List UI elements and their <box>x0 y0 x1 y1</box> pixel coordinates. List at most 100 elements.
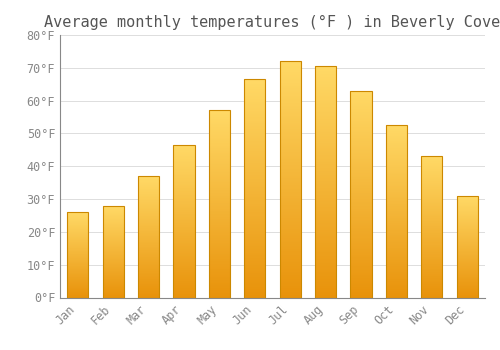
Bar <box>350 99 372 100</box>
Bar <box>280 177 301 178</box>
Bar <box>138 281 159 282</box>
Bar <box>456 200 478 201</box>
Bar <box>67 270 88 271</box>
Bar <box>350 215 372 216</box>
Bar <box>280 170 301 171</box>
Bar <box>421 198 442 199</box>
Bar <box>350 274 372 275</box>
Bar <box>209 273 230 274</box>
Bar <box>421 227 442 228</box>
Bar <box>209 243 230 244</box>
Bar <box>456 227 478 228</box>
Bar <box>315 103 336 104</box>
Bar <box>350 279 372 280</box>
Bar <box>315 92 336 93</box>
Bar <box>209 230 230 231</box>
Bar <box>421 156 442 157</box>
Bar <box>315 124 336 125</box>
Bar <box>138 289 159 290</box>
Bar <box>138 217 159 218</box>
Bar <box>386 183 407 184</box>
Bar <box>350 287 372 288</box>
Bar <box>138 297 159 298</box>
Bar <box>280 100 301 102</box>
Bar <box>244 192 266 193</box>
Bar <box>102 241 124 242</box>
Bar <box>280 206 301 208</box>
Bar <box>386 229 407 230</box>
Bar <box>456 276 478 277</box>
Bar <box>138 284 159 285</box>
Bar <box>386 135 407 137</box>
Bar <box>280 73 301 74</box>
Bar <box>386 290 407 292</box>
Bar <box>174 285 195 286</box>
Bar <box>350 139 372 140</box>
Bar <box>350 169 372 170</box>
Bar <box>386 271 407 272</box>
Bar <box>138 248 159 249</box>
Bar <box>244 131 266 132</box>
Bar <box>209 254 230 256</box>
Bar <box>67 280 88 281</box>
Bar <box>280 287 301 288</box>
Bar <box>244 222 266 223</box>
Bar <box>174 165 195 166</box>
Bar <box>386 200 407 201</box>
Bar <box>138 283 159 284</box>
Bar <box>138 190 159 191</box>
Bar <box>386 281 407 282</box>
Bar <box>280 254 301 255</box>
Bar <box>456 290 478 291</box>
Bar <box>102 226 124 227</box>
Bar <box>138 188 159 189</box>
Bar <box>315 242 336 243</box>
Bar <box>244 241 266 242</box>
Bar <box>67 293 88 294</box>
Bar <box>244 234 266 235</box>
Bar <box>386 153 407 154</box>
Bar <box>386 221 407 222</box>
Bar <box>67 231 88 232</box>
Bar <box>280 219 301 221</box>
Bar <box>421 293 442 294</box>
Bar <box>174 296 195 297</box>
Bar <box>280 120 301 121</box>
Bar <box>315 90 336 92</box>
Bar <box>244 220 266 221</box>
Bar <box>315 200 336 202</box>
Bar <box>280 139 301 140</box>
Bar <box>386 254 407 255</box>
Bar <box>280 272 301 273</box>
Bar <box>421 194 442 195</box>
Bar <box>315 135 336 137</box>
Bar <box>421 234 442 235</box>
Bar <box>67 289 88 290</box>
Bar <box>209 209 230 210</box>
Bar <box>174 224 195 225</box>
Bar <box>280 236 301 237</box>
Bar <box>315 102 336 103</box>
Bar <box>280 292 301 293</box>
Bar <box>456 258 478 259</box>
Bar <box>421 214 442 215</box>
Bar <box>138 239 159 240</box>
Bar <box>244 148 266 149</box>
Bar <box>456 196 478 298</box>
Bar <box>280 260 301 261</box>
Bar <box>350 217 372 218</box>
Bar <box>456 252 478 253</box>
Bar <box>421 297 442 298</box>
Bar <box>244 176 266 177</box>
Bar <box>421 156 442 298</box>
Bar <box>456 249 478 250</box>
Bar <box>244 296 266 298</box>
Bar <box>280 140 301 142</box>
Bar <box>102 235 124 236</box>
Bar <box>386 219 407 220</box>
Bar <box>350 140 372 141</box>
Bar <box>174 159 195 160</box>
Bar <box>244 83 266 84</box>
Bar <box>280 113 301 114</box>
Bar <box>421 261 442 262</box>
